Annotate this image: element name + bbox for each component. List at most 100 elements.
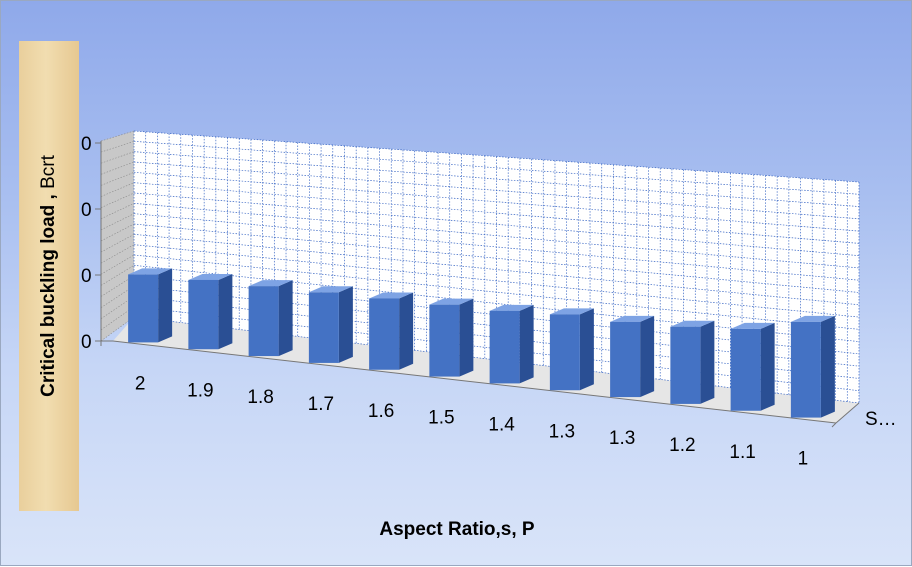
- bar-top: [790, 315, 835, 322]
- x-tick-label: 1.4: [488, 414, 515, 435]
- gridline-horizontal: [133, 171, 860, 232]
- bar-top: [489, 304, 534, 311]
- bar-side: [158, 268, 173, 343]
- bar-top: [188, 273, 233, 280]
- series-label: S…: [865, 409, 897, 430]
- gridline-side: [100, 203, 135, 220]
- gridline-side: [100, 244, 135, 264]
- bar-front: [248, 286, 279, 357]
- gridline-horizontal: [133, 161, 860, 220]
- bar-side: [338, 286, 353, 363]
- gridline-side: [100, 192, 135, 208]
- gridline-horizontal: [133, 202, 860, 269]
- bar-front: [369, 298, 400, 370]
- y-axis-title-unit: Bcrt: [38, 155, 59, 189]
- bar-side: [820, 315, 835, 418]
- x-tick-label: 1.9: [187, 380, 213, 401]
- gridline-side: [100, 265, 135, 286]
- bar-side: [278, 280, 293, 357]
- bar: [610, 315, 655, 398]
- bar: [489, 304, 534, 384]
- labels: 0 0 0 0 2 1.9 1.8 1.7 1.6 1.5 1.4 1.3 1.3 1.2 1.1 1 S…: [81, 134, 897, 470]
- bar-front: [670, 326, 701, 404]
- x-tick-label: 1: [798, 449, 809, 470]
- gridline-side: [100, 234, 135, 253]
- bar-side: [399, 292, 414, 370]
- x-tick-label: 1.1: [729, 442, 755, 463]
- bar-top: [610, 315, 655, 322]
- bar-front: [549, 314, 580, 391]
- bar-side: [218, 273, 233, 350]
- gridline-horizontal: [133, 254, 860, 330]
- x-tick-label: 1.8: [247, 387, 273, 408]
- bar-front: [730, 328, 761, 411]
- bar: [730, 322, 775, 411]
- bar: [429, 298, 474, 377]
- gridline-side: [100, 285, 135, 308]
- bar-top: [670, 320, 715, 327]
- y-tick-label: 0: [81, 266, 92, 287]
- y-axis-title-main: Critical buckling load ,: [38, 194, 59, 397]
- bar: [790, 315, 835, 418]
- x-tick-label: 1.2: [669, 435, 695, 456]
- gridline-horizontal: [133, 151, 860, 207]
- gridline-horizontal: [133, 244, 860, 318]
- x-tick-label: 1.3: [549, 421, 575, 442]
- x-tick-label: 1.3: [609, 428, 635, 449]
- bar-side: [519, 304, 534, 384]
- bar: [670, 320, 715, 404]
- gridline-side: [100, 275, 135, 297]
- bar-top: [308, 286, 353, 293]
- gridline-side: [100, 213, 135, 231]
- bar: [369, 292, 414, 370]
- depth-tick: [831, 422, 837, 428]
- gridline-horizontal: [133, 192, 860, 257]
- y-tick-label: 0: [81, 134, 92, 155]
- bar-side: [640, 315, 655, 398]
- x-tick-label: 1.7: [308, 394, 334, 415]
- bar-top: [248, 280, 293, 287]
- bar-side: [459, 298, 474, 377]
- bar-front: [429, 304, 460, 377]
- y-tick-label: 0: [81, 332, 92, 353]
- gridline-horizontal: [133, 233, 860, 306]
- gridline-horizontal: [133, 182, 860, 244]
- bar-top: [429, 298, 474, 305]
- bar-side: [579, 308, 594, 391]
- bar-front: [188, 279, 219, 350]
- axes: [95, 141, 860, 428]
- gridline-side: [100, 223, 135, 242]
- x-tick-label: 1.5: [428, 408, 454, 429]
- bar-front: [790, 321, 821, 418]
- bar-top: [549, 308, 594, 315]
- gridline-horizontal: [133, 223, 860, 293]
- y-axis-label-box: [19, 41, 79, 511]
- bar: [549, 308, 594, 391]
- x-axis-title: Aspect Ratio,s, P: [379, 519, 535, 540]
- bar: [308, 286, 353, 363]
- bar-top: [128, 268, 173, 275]
- bar-front: [610, 321, 641, 398]
- y-tick-label: 0: [81, 200, 92, 221]
- bar-side: [700, 320, 715, 404]
- bar: [188, 273, 233, 350]
- x-tick-label: 1.6: [368, 401, 394, 422]
- bar-front: [489, 310, 520, 384]
- bar-front: [128, 274, 159, 343]
- side-wall: [101, 131, 134, 341]
- bar-side: [760, 322, 775, 411]
- gridline-horizontal: [133, 140, 860, 195]
- bars: [128, 268, 835, 418]
- gridline-horizontal: [133, 213, 860, 281]
- bar-top: [369, 292, 414, 299]
- bar: [248, 280, 293, 357]
- gridline-side: [100, 254, 135, 275]
- x-axis-line: [112, 340, 837, 424]
- bar-front: [308, 292, 339, 363]
- depth-axis-line: [835, 402, 860, 424]
- bar-top: [730, 322, 775, 329]
- bar: [128, 268, 173, 343]
- x-tick-label: 2: [135, 373, 146, 394]
